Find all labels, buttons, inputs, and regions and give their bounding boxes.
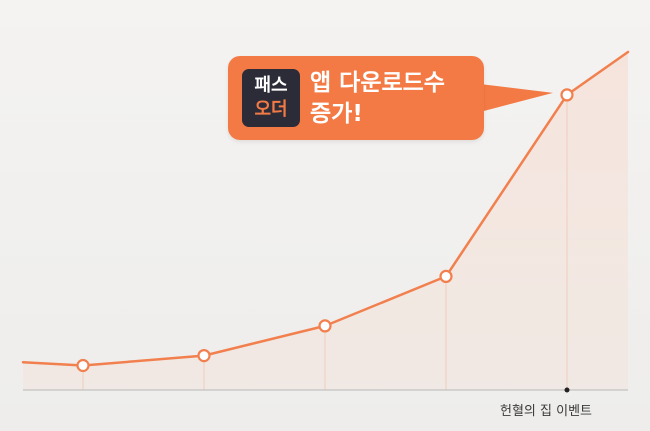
- area-fill: [23, 52, 628, 390]
- data-point: [197, 349, 211, 363]
- app-icon-line1: 패스: [254, 75, 288, 96]
- data-point: [439, 269, 453, 283]
- data-point: [76, 358, 90, 373]
- event-label: 헌혈의 집 이벤트: [500, 404, 592, 419]
- event-tick-dot: [564, 387, 570, 393]
- app-icon-line2: 오더: [254, 99, 288, 120]
- callout-text-line1: 앱 다운로드수: [310, 70, 445, 96]
- data-point: [560, 88, 574, 102]
- callout-pointer: [480, 84, 553, 112]
- pass-order-app-icon: 패스 오더: [242, 69, 300, 127]
- data-point: [318, 319, 332, 333]
- callout-box: 패스 오더 앱 다운로드수 증가!: [228, 56, 484, 140]
- callout-text: 앱 다운로드수 증가!: [310, 68, 480, 130]
- callout-text-line2: 증가!: [310, 101, 363, 127]
